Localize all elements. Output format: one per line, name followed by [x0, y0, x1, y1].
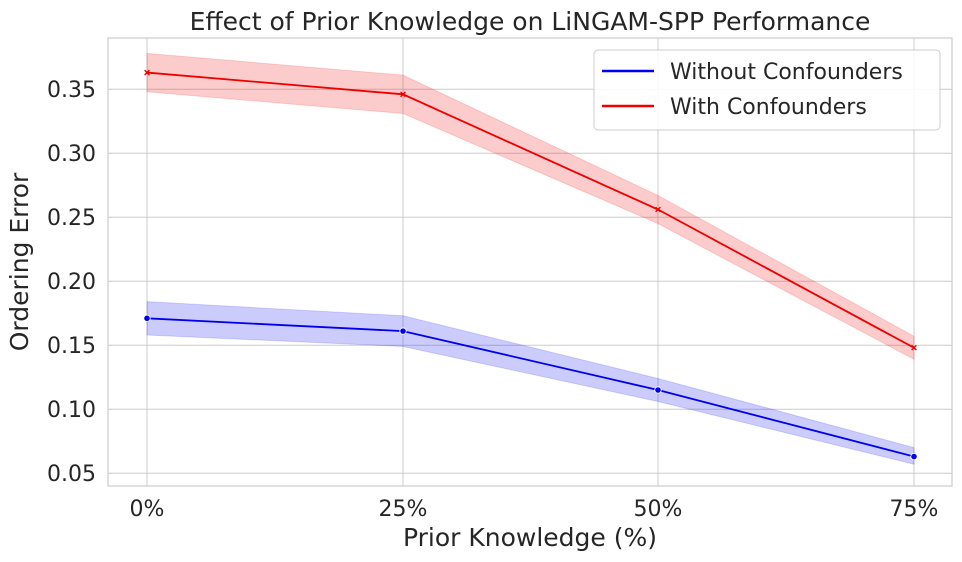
legend-box	[593, 49, 941, 131]
confidence-band-without-confounders	[146, 301, 915, 465]
data-point-without-confounders	[399, 327, 407, 335]
y-tick-label: 0.05	[47, 462, 96, 487]
series-line-with-confounders	[146, 71, 915, 349]
x-tick-label: 50%	[634, 497, 683, 522]
series-markers	[143, 69, 918, 461]
y-tick-label: 0.15	[47, 334, 96, 359]
tick-labels: 0% 25% 50% 75% 0.05 0.10 0.15 0.20 0.25 0.30 0.35	[47, 78, 938, 522]
y-tick-label: 0.20	[47, 270, 96, 295]
legend: Without Confounders With Confounders	[593, 49, 941, 131]
chart-title: Effect of Prior Knowledge on LiNGAM-SPP …	[190, 7, 871, 36]
y-tick-label: 0.30	[47, 142, 96, 167]
y-axis-label: Ordering Error	[5, 172, 34, 351]
legend-label-with-confounders: With Confounders	[670, 95, 867, 120]
series-line-without-confounders	[146, 317, 915, 458]
plot-frame	[107, 37, 953, 487]
data-point-with-confounders	[400, 91, 406, 98]
data-point-with-confounders	[911, 344, 917, 351]
series-lines	[146, 71, 915, 458]
data-point-without-confounders	[654, 386, 662, 394]
confidence-band-with-confounders	[146, 52, 915, 361]
x-tick-label: 25%	[379, 497, 428, 522]
data-point-without-confounders	[910, 452, 918, 461]
x-axis-label: Prior Knowledge (%)	[403, 523, 657, 552]
x-tick-label: 75%	[890, 497, 939, 522]
data-point-with-confounders	[655, 206, 661, 213]
legend-label-without-confounders: Without Confounders	[670, 60, 903, 85]
data-point-without-confounders	[143, 314, 151, 322]
y-tick-label: 0.35	[47, 78, 96, 103]
confidence-bands	[146, 52, 915, 465]
y-tick-label: 0.25	[47, 206, 96, 231]
data-point-with-confounders	[144, 69, 150, 76]
y-tick-label: 0.10	[47, 398, 96, 423]
x-tick-label: 0%	[130, 497, 165, 522]
